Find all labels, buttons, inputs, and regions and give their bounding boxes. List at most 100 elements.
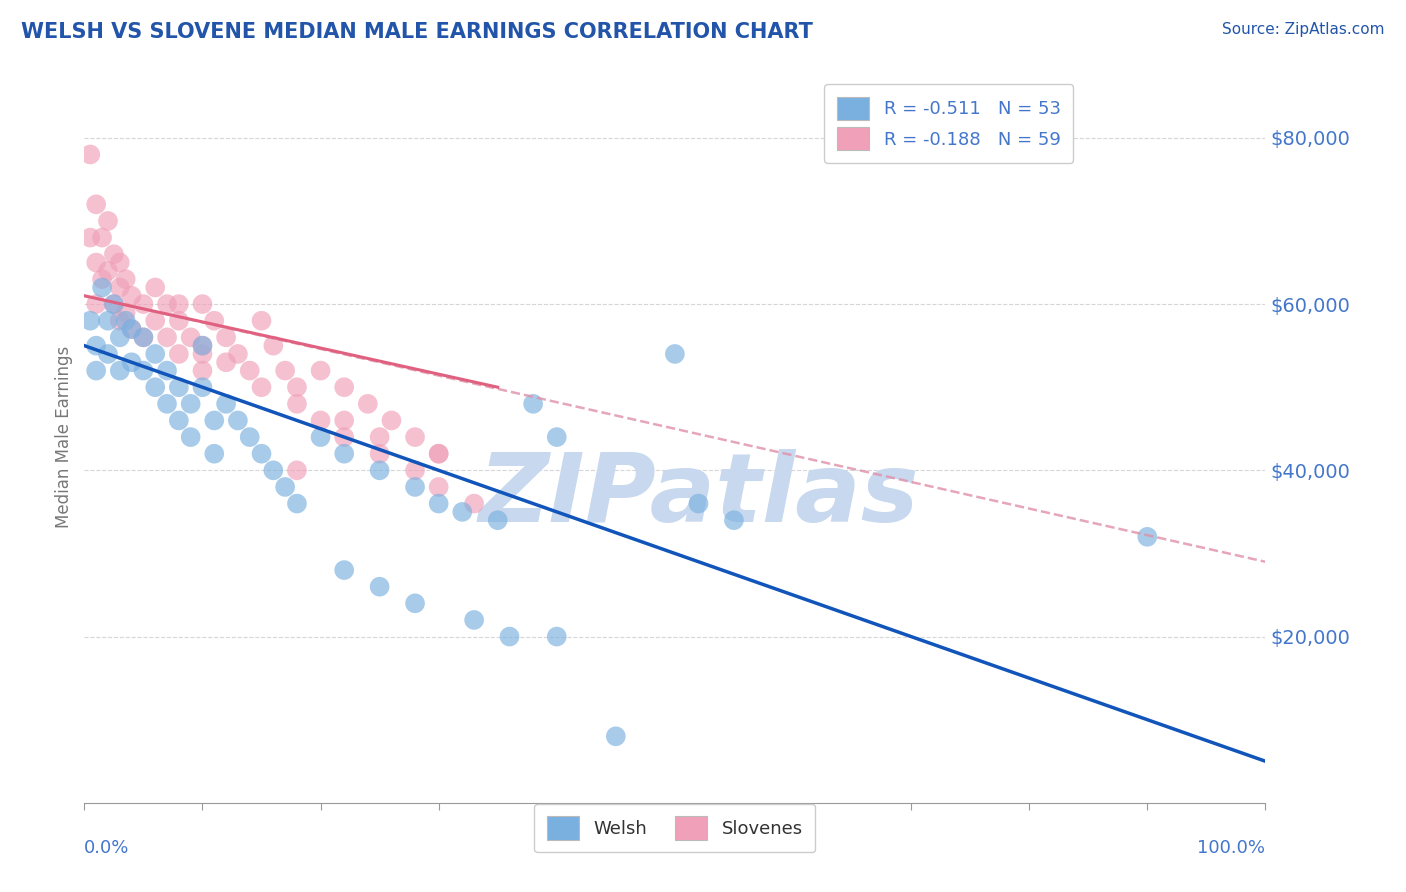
Point <box>167 413 190 427</box>
Point <box>84 363 107 377</box>
Point <box>309 430 332 444</box>
Point <box>274 480 297 494</box>
Point <box>121 355 143 369</box>
Point <box>333 563 356 577</box>
Point <box>368 463 391 477</box>
Point <box>84 297 107 311</box>
Text: WELSH VS SLOVENE MEDIAN MALE EARNINGS CORRELATION CHART: WELSH VS SLOVENE MEDIAN MALE EARNINGS CO… <box>21 22 813 42</box>
Point <box>285 380 308 394</box>
Point <box>215 355 238 369</box>
Point <box>114 272 136 286</box>
Point <box>167 314 190 328</box>
Point <box>191 338 214 352</box>
Point <box>132 363 155 377</box>
Point <box>688 497 710 511</box>
Point <box>262 338 284 352</box>
Point <box>309 413 332 427</box>
Point <box>114 305 136 319</box>
Point <box>84 255 107 269</box>
Point <box>91 280 114 294</box>
Point <box>167 347 190 361</box>
Point <box>156 397 179 411</box>
Point <box>167 380 190 394</box>
Point <box>427 447 450 461</box>
Point <box>97 347 120 361</box>
Point <box>546 630 568 644</box>
Point <box>143 380 166 394</box>
Point <box>285 463 308 477</box>
Point <box>451 505 474 519</box>
Point <box>108 255 131 269</box>
Point <box>191 347 214 361</box>
Point <box>191 380 214 394</box>
Point <box>368 430 391 444</box>
Point <box>239 363 262 377</box>
Point <box>333 413 356 427</box>
Point <box>180 397 202 411</box>
Point <box>368 447 391 461</box>
Point <box>191 338 214 352</box>
Point <box>239 430 262 444</box>
Point <box>167 297 190 311</box>
Point <box>1136 530 1159 544</box>
Point <box>108 363 131 377</box>
Point <box>108 280 131 294</box>
Text: 100.0%: 100.0% <box>1198 839 1265 857</box>
Point <box>132 297 155 311</box>
Point <box>285 397 308 411</box>
Point <box>156 297 179 311</box>
Point <box>498 630 520 644</box>
Point <box>79 314 101 328</box>
Point <box>84 197 107 211</box>
Point <box>333 430 356 444</box>
Point <box>156 330 179 344</box>
Text: ZIPatlas: ZIPatlas <box>478 449 918 542</box>
Point <box>664 347 686 361</box>
Point <box>143 314 166 328</box>
Point <box>486 513 509 527</box>
Point <box>180 430 202 444</box>
Point <box>97 264 120 278</box>
Point <box>404 596 426 610</box>
Point <box>84 338 107 352</box>
Point <box>215 397 238 411</box>
Point <box>91 272 114 286</box>
Point <box>226 347 249 361</box>
Text: Source: ZipAtlas.com: Source: ZipAtlas.com <box>1222 22 1385 37</box>
Legend: Welsh, Slovenes: Welsh, Slovenes <box>534 804 815 852</box>
Point <box>108 314 131 328</box>
Point <box>180 330 202 344</box>
Point <box>333 447 356 461</box>
Point <box>143 280 166 294</box>
Point <box>132 330 155 344</box>
Point <box>427 447 450 461</box>
Point <box>285 497 308 511</box>
Point <box>202 447 225 461</box>
Point <box>108 330 131 344</box>
Point <box>121 322 143 336</box>
Point <box>368 580 391 594</box>
Point <box>404 430 426 444</box>
Point <box>143 347 166 361</box>
Point <box>79 230 101 244</box>
Point <box>191 297 214 311</box>
Text: 0.0%: 0.0% <box>84 839 129 857</box>
Y-axis label: Median Male Earnings: Median Male Earnings <box>55 346 73 528</box>
Point <box>215 330 238 344</box>
Point <box>79 147 101 161</box>
Point <box>546 430 568 444</box>
Point <box>463 613 485 627</box>
Point <box>723 513 745 527</box>
Point <box>103 297 125 311</box>
Point <box>522 397 544 411</box>
Point <box>605 729 627 743</box>
Point <box>427 480 450 494</box>
Point <box>191 363 214 377</box>
Point <box>404 480 426 494</box>
Point <box>309 363 332 377</box>
Point <box>121 289 143 303</box>
Point <box>380 413 402 427</box>
Point <box>226 413 249 427</box>
Point <box>333 380 356 394</box>
Point <box>357 397 380 411</box>
